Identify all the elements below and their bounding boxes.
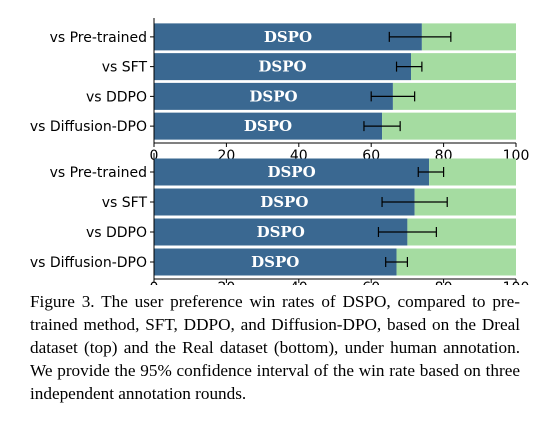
bar-label: DSPO	[244, 117, 292, 135]
x-tick-label: 60	[362, 280, 380, 285]
category-label: vs SFT	[102, 60, 148, 76]
x-tick-label: 20	[217, 280, 235, 285]
bar-dspo	[154, 23, 422, 51]
bar-dspo	[154, 112, 383, 140]
bar-label: DSPO	[249, 87, 297, 105]
bar-label: DSPO	[257, 223, 305, 241]
bar-dspo	[154, 218, 408, 246]
bar-dspo	[154, 53, 412, 81]
bar-dspo	[154, 248, 397, 276]
figure-caption: Figure 3. The user preference win rates …	[30, 292, 520, 403]
bar-remainder	[411, 53, 516, 81]
x-tick-label: 40	[290, 280, 308, 285]
x-tick-label: 80	[435, 280, 453, 285]
category-label: vs DDPO	[86, 225, 147, 241]
chart-svg: DSPO vs Pre-trained DSPO vs SFT DSPO vs DDPO D…	[30, 18, 530, 296]
x-tick-label: 100	[503, 280, 530, 285]
category-label: vs SFT	[102, 195, 148, 211]
category-label: vs Pre-trained	[50, 165, 147, 181]
bar-label: DSPO	[258, 58, 306, 76]
x-tick-label: 0	[150, 280, 159, 285]
bar-label: DSPO	[251, 253, 299, 271]
category-label: vs DDPO	[86, 89, 147, 105]
bar-remainder	[396, 248, 516, 276]
category-label: vs Diffusion-DPO	[30, 255, 147, 271]
bar-label: DSPO	[267, 163, 315, 181]
figure: DSPO vs Pre-trained DSPO vs SFT DSPO vs DDPO D…	[30, 18, 530, 296]
category-label: vs Pre-trained	[50, 30, 147, 46]
bar-remainder	[382, 112, 516, 140]
bar-label: DSPO	[260, 193, 308, 211]
bar-label: DSPO	[264, 28, 312, 46]
bar-dspo	[154, 158, 430, 186]
category-label: vs Diffusion-DPO	[30, 119, 147, 135]
bar-dspo	[154, 188, 415, 216]
bar-dspo	[154, 82, 393, 110]
